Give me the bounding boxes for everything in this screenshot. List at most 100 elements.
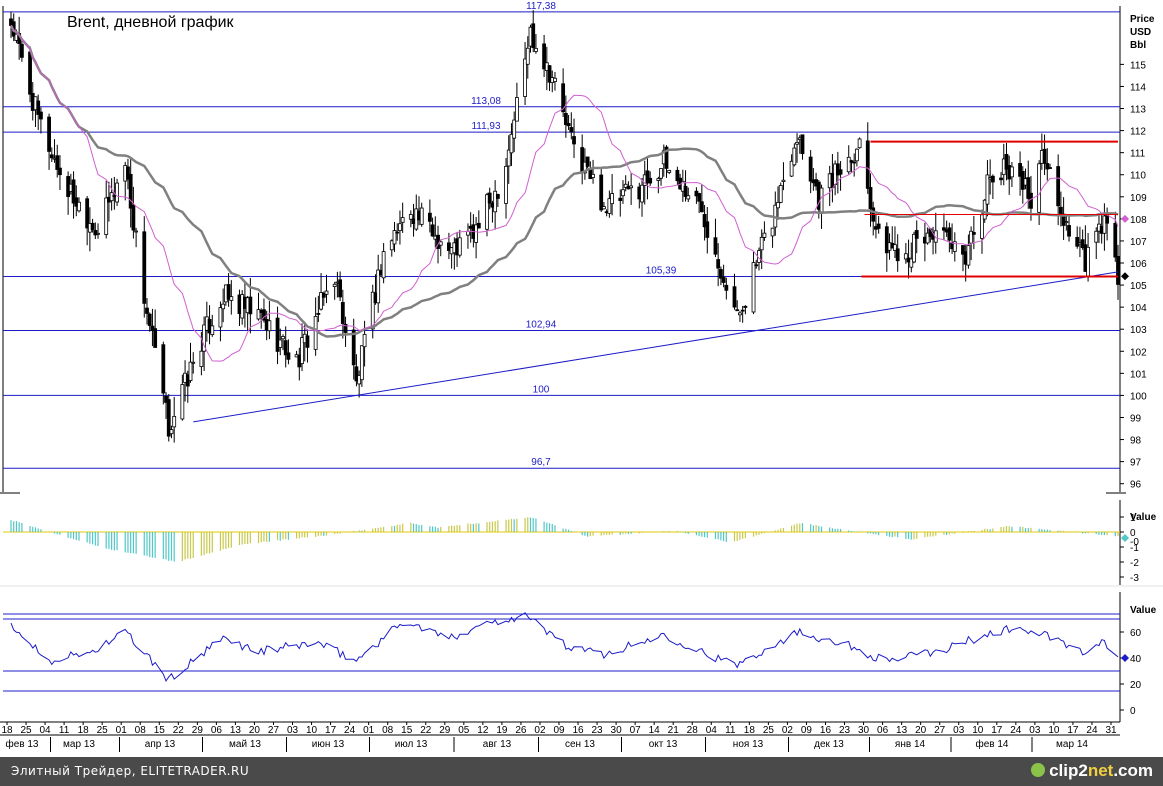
price-tick-label: 112	[1130, 127, 1146, 138]
candle-body	[1010, 166, 1014, 178]
rsi-panel: Value 60 40 20 0	[3, 592, 1157, 722]
candle-body	[354, 366, 359, 382]
x-day-label: 05	[458, 725, 470, 736]
candle-body	[865, 140, 870, 189]
candle-body	[838, 169, 843, 175]
price-tick-label: 108	[1130, 215, 1147, 226]
candle-body	[942, 227, 946, 231]
candle-body	[876, 223, 881, 229]
footer-bar: Элитный Трейдер, ELITETRADER.RU clip2net…	[0, 757, 1163, 786]
candle-body	[166, 399, 171, 437]
candle-body	[947, 227, 952, 241]
candle-body	[316, 313, 321, 315]
x-day-label: 18	[744, 725, 756, 736]
ma-slow-line	[9, 24, 1119, 338]
candle-body	[49, 154, 54, 159]
price-tick-label: 107	[1130, 237, 1147, 248]
candle-body	[569, 127, 574, 133]
candle-body	[713, 237, 718, 255]
candle-body	[1045, 163, 1050, 170]
candle-body	[534, 47, 538, 52]
price-tick-label: 113	[1130, 105, 1146, 116]
candle-body	[852, 161, 857, 164]
candle-body	[754, 264, 759, 267]
candle-body	[278, 339, 283, 348]
candle-body	[395, 231, 400, 234]
candle-body	[512, 119, 517, 139]
candle-body	[776, 202, 780, 209]
candle-body	[990, 175, 995, 183]
candle-body	[751, 262, 756, 313]
candle-body	[1067, 225, 1071, 237]
candle-body	[846, 156, 851, 173]
candle-body	[724, 284, 729, 291]
x-day-label: 18	[1, 725, 13, 736]
candle-body	[985, 174, 990, 205]
x-month-label: июн 13	[312, 739, 345, 750]
candle-body	[1056, 166, 1061, 207]
x-day-label: 16	[572, 725, 584, 736]
price-tick-label: 105	[1130, 281, 1147, 292]
candle-body	[740, 309, 745, 312]
candle-body	[675, 169, 680, 182]
rsi-axis-label: Value	[1130, 605, 1157, 616]
candle-body	[340, 302, 345, 324]
x-month-label: фев 14	[975, 738, 1008, 750]
candle-body	[77, 201, 81, 212]
candle-body	[664, 146, 669, 169]
candle-body	[218, 307, 223, 328]
candle-body	[400, 217, 405, 223]
candle-body	[128, 174, 133, 209]
candle-body	[732, 286, 737, 308]
candle-body	[172, 415, 177, 428]
candle-body	[697, 193, 702, 202]
candle-body	[1064, 221, 1069, 224]
x-day-label: 08	[135, 725, 147, 736]
candle-body	[485, 194, 489, 230]
macd-tick-label: -2	[1130, 558, 1139, 569]
candle-body	[553, 77, 557, 82]
candle-body	[585, 156, 590, 167]
candle-body	[1086, 246, 1090, 278]
candle-body	[188, 361, 193, 381]
rsi-tick-label: 60	[1130, 628, 1142, 639]
candle-body	[286, 352, 291, 360]
candle-body	[161, 344, 166, 394]
candle-body	[952, 241, 957, 252]
candle-body	[408, 214, 413, 220]
candle-body	[618, 197, 623, 201]
candle-body	[854, 148, 859, 162]
candle-body	[716, 259, 721, 269]
current-price-marker	[1121, 272, 1129, 281]
x-day-label: 07	[630, 725, 642, 736]
candle-body	[925, 232, 930, 244]
chart-title: Brent, дневной график	[67, 14, 235, 31]
macd-tick-label: -1	[1130, 543, 1139, 554]
candle-body	[324, 290, 329, 295]
level-label-bg	[521, 317, 561, 330]
x-day-label: 29	[192, 725, 204, 736]
candle-body	[909, 258, 914, 268]
price-axis-label: USD	[1130, 27, 1151, 38]
candle-body	[778, 185, 783, 203]
x-day-label: 23	[839, 725, 851, 736]
candle-body	[476, 222, 481, 229]
candle-body	[735, 309, 740, 312]
x-day-label: 30	[858, 725, 870, 736]
candle-body	[343, 323, 348, 333]
candle-body	[202, 324, 207, 352]
candle-body	[515, 97, 519, 122]
x-day-label: 26	[515, 725, 527, 736]
ma-fast-line	[10, 25, 1119, 362]
candle-body	[884, 226, 889, 254]
candle-body	[1037, 163, 1042, 213]
x-day-label: 06	[211, 725, 223, 736]
candle-body	[591, 173, 595, 178]
x-day-label: 10	[1048, 725, 1060, 736]
candle-body	[115, 182, 119, 203]
candle-body	[36, 100, 41, 115]
candle-body	[126, 166, 130, 180]
level-label: 113,08	[471, 96, 501, 107]
price-axis-label: Bbl	[1130, 40, 1146, 51]
